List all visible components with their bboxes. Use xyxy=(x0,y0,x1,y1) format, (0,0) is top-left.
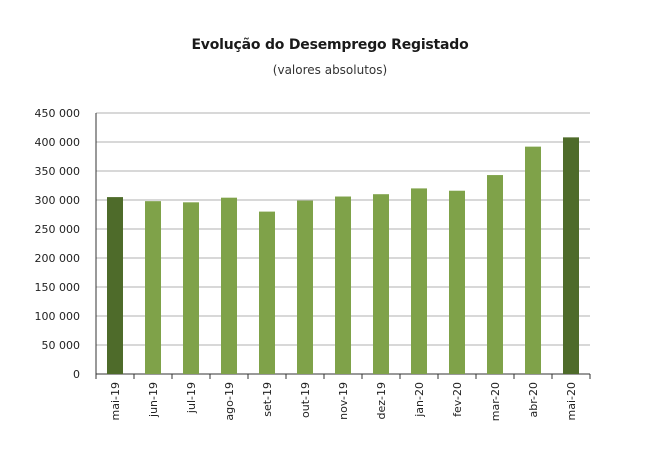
x-tick-label: jul-19 xyxy=(185,382,198,414)
y-tick-label: 100 000 xyxy=(35,310,81,323)
bar xyxy=(183,202,199,374)
x-tick-label: mai-20 xyxy=(565,382,578,420)
x-tick-label: jan-20 xyxy=(413,382,426,418)
y-tick-label: 350 000 xyxy=(35,165,81,178)
chart-title: Evolução do Desemprego Registado xyxy=(191,37,469,53)
x-tick-label: mar-20 xyxy=(489,382,502,421)
bar xyxy=(563,137,579,374)
x-tick-label: fev-20 xyxy=(451,382,464,417)
x-tick-label: mai-19 xyxy=(109,382,122,420)
bar xyxy=(297,200,313,374)
bar xyxy=(525,146,541,374)
bar xyxy=(145,201,161,374)
bar xyxy=(335,196,351,374)
bar xyxy=(449,190,465,374)
x-tick-label: dez-19 xyxy=(375,382,388,420)
bar xyxy=(487,175,503,374)
y-tick-label: 50 000 xyxy=(42,339,81,352)
bar xyxy=(221,197,237,374)
y-tick-label: 250 000 xyxy=(35,223,81,236)
x-tick-label: ago-19 xyxy=(223,382,236,421)
x-tick-label: nov-19 xyxy=(337,382,350,420)
y-tick-label: 300 000 xyxy=(35,194,81,207)
x-tick-label: abr-20 xyxy=(527,382,540,418)
y-tick-label: 0 xyxy=(73,368,80,381)
y-tick-label: 150 000 xyxy=(35,281,81,294)
y-tick-label: 200 000 xyxy=(35,252,81,265)
x-tick-label: jun-19 xyxy=(147,382,160,418)
bar xyxy=(259,211,275,374)
chart-subtitle: (valores absolutos) xyxy=(272,63,388,77)
x-tick-label: set-19 xyxy=(261,382,274,417)
bar xyxy=(373,194,389,374)
bar xyxy=(411,188,427,374)
y-tick-label: 400 000 xyxy=(35,136,81,149)
y-tick-label: 450 000 xyxy=(35,107,81,120)
bar xyxy=(107,197,123,374)
x-tick-label: out-19 xyxy=(299,382,312,418)
